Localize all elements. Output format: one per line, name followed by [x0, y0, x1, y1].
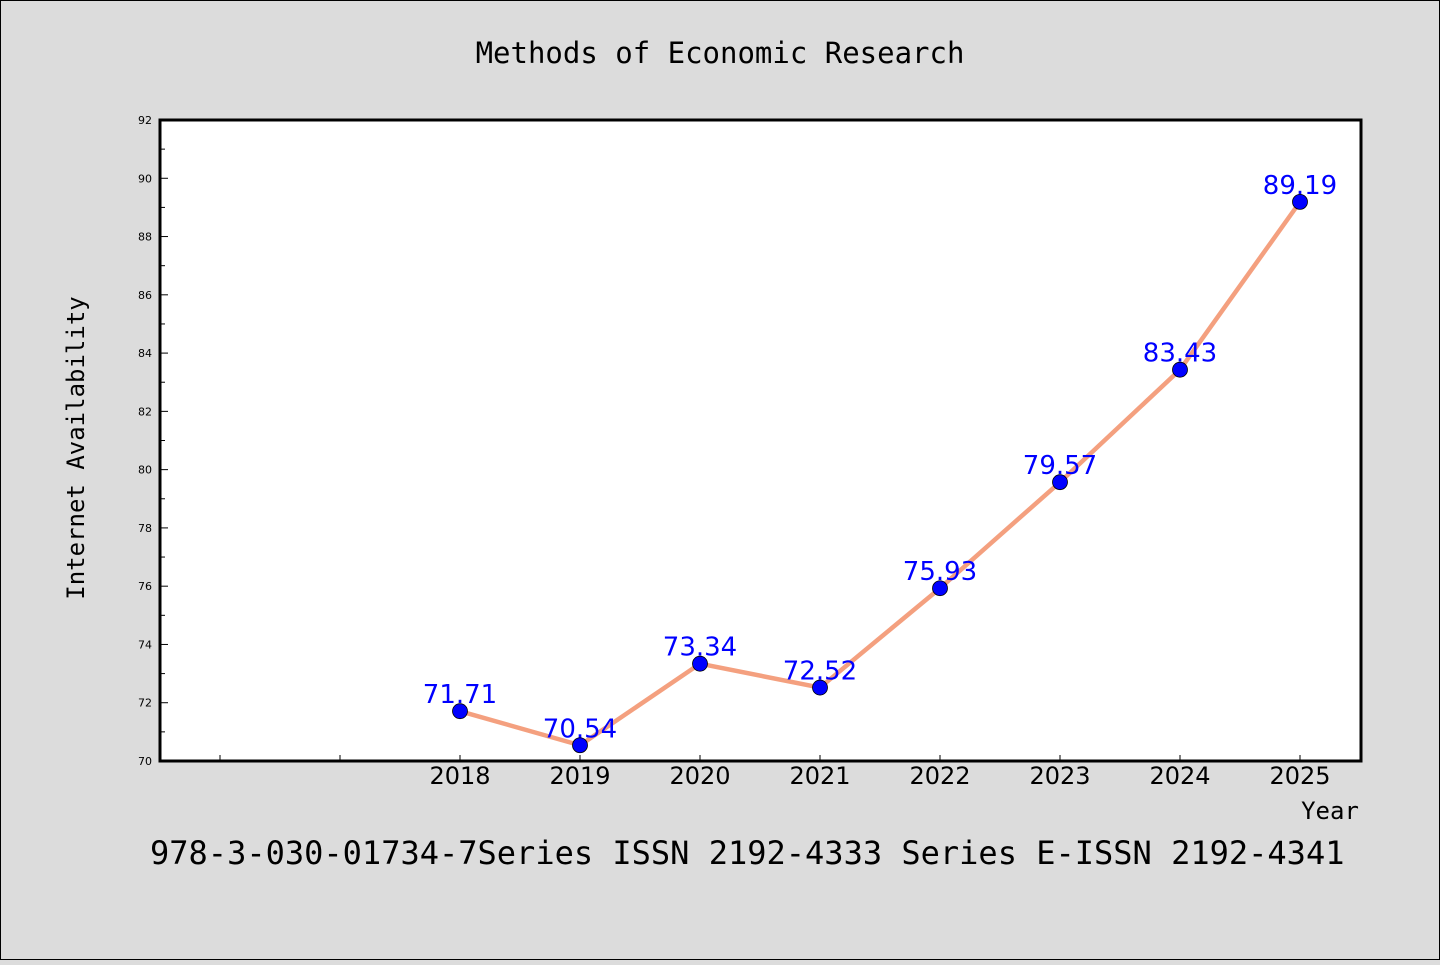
footer-caption: 978-3-030-01734-7Series ISSN 2192-4333 S… [150, 834, 1344, 872]
y-tick-label: 88 [138, 231, 152, 244]
data-point [932, 580, 948, 597]
x-tick-label: 2020 [669, 762, 730, 790]
data-label: 83.43 [1143, 339, 1217, 369]
data-label: 75.93 [903, 557, 977, 587]
y-tick-label: 72 [138, 697, 152, 710]
x-axis-label: Year [1301, 797, 1359, 825]
data-point [1052, 474, 1068, 491]
axis-ticks: 70 72 74 76 78 80 82 84 86 88 90 92 2018 2019 2020 2021… [138, 114, 1331, 790]
x-tick-label: 2019 [549, 762, 610, 790]
y-tick-label: 78 [138, 522, 152, 535]
data-point [452, 703, 468, 720]
data-point [572, 737, 588, 754]
x-tick-label: 2024 [1149, 762, 1210, 790]
y-tick-label: 82 [138, 405, 152, 418]
series-markers [452, 193, 1308, 754]
plot-area [158, 118, 1363, 763]
data-point [1292, 193, 1308, 210]
y-tick-label: 86 [138, 289, 152, 302]
data-point [1172, 361, 1188, 378]
data-label: 89.19 [1263, 171, 1337, 201]
y-tick-label: 84 [138, 347, 152, 360]
x-tick-label: 2025 [1269, 762, 1330, 790]
y-tick-label: 76 [138, 580, 152, 593]
data-labels: 71.71 70.54 73.34 72.52 75.93 79.57 83.43 89.19 [423, 171, 1337, 744]
data-point [812, 679, 828, 696]
series-line [457, 199, 1303, 748]
x-tick-label: 2021 [789, 762, 850, 790]
data-label: 71.71 [423, 680, 497, 710]
y-tick-label: 70 [138, 755, 152, 768]
chart-title: Methods of Economic Research [476, 36, 965, 70]
data-point [692, 655, 708, 672]
data-label: 72.52 [783, 657, 857, 687]
data-label: 70.54 [543, 714, 617, 744]
x-tick-label: 2023 [1029, 762, 1090, 790]
series-line-layer [457, 199, 1303, 748]
y-tick-label: 90 [138, 172, 152, 185]
x-tick-label: 2018 [429, 762, 490, 790]
y-tick-label: 74 [138, 638, 152, 651]
y-tick-label: 92 [138, 114, 152, 127]
x-tick-label: 2022 [909, 762, 970, 790]
y-tick-label: 80 [138, 464, 152, 477]
data-label: 79.57 [1023, 451, 1097, 481]
data-label: 73.34 [663, 633, 737, 663]
y-axis-label: Internet Availability [62, 296, 90, 599]
